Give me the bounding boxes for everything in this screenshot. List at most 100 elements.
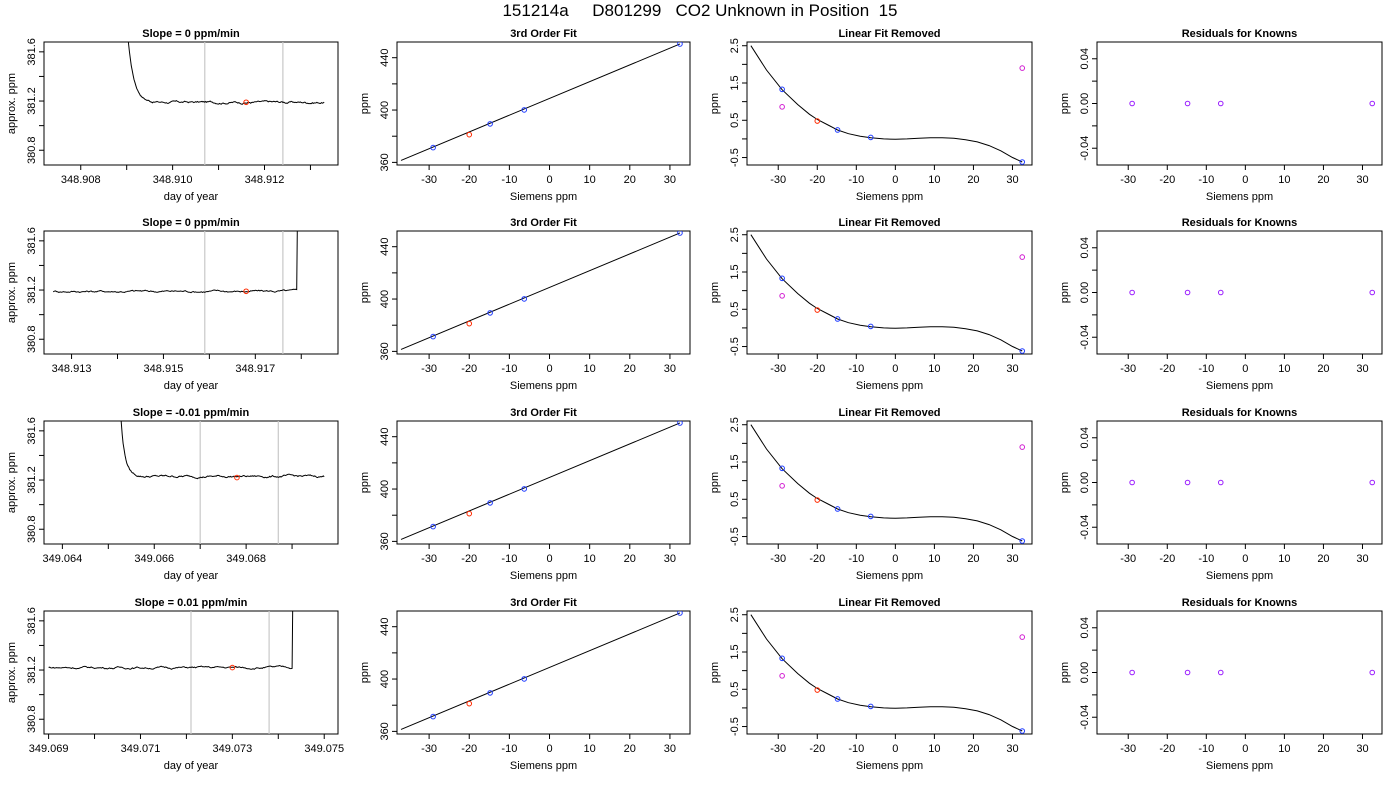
x-tick-label: 30 bbox=[1356, 174, 1368, 186]
plot-area bbox=[48, 611, 294, 734]
plot-frame bbox=[43, 41, 339, 166]
plot-area bbox=[750, 234, 1026, 354]
plot-area bbox=[127, 42, 325, 165]
plot-frame bbox=[1096, 610, 1383, 735]
sample-marker bbox=[234, 474, 240, 481]
sample-point bbox=[814, 118, 821, 124]
x-tick-label: -30 bbox=[1120, 174, 1136, 186]
unknown-point bbox=[1019, 444, 1026, 450]
known-residual-point bbox=[1369, 669, 1376, 676]
plot-frame bbox=[43, 420, 339, 545]
x-tick-label: 348.912 bbox=[245, 174, 285, 186]
known-residual-point bbox=[1129, 479, 1135, 486]
y-axis-label: ppm bbox=[359, 472, 371, 493]
x-tick-label: -30 bbox=[421, 553, 437, 565]
x-tick-label: -20 bbox=[1159, 553, 1175, 565]
y-tick-label: 2.5 bbox=[729, 607, 741, 622]
y-tick-label: 360 bbox=[379, 153, 391, 171]
y-axis-label: ppm bbox=[709, 93, 721, 114]
chart-title: Residuals for Knowns bbox=[1182, 407, 1298, 419]
x-tick-label: 30 bbox=[664, 363, 676, 375]
y-tick-label: 360 bbox=[379, 532, 391, 550]
y-tick-label: 0.04 bbox=[1079, 617, 1091, 638]
plot-area bbox=[750, 45, 1026, 165]
x-tick-label: -30 bbox=[1120, 363, 1136, 375]
plot-area bbox=[750, 424, 1026, 544]
y-tick-label: 381.6 bbox=[26, 38, 38, 66]
y-tick-label: 381.6 bbox=[26, 607, 38, 635]
x-tick-label: -20 bbox=[461, 174, 477, 186]
x-axis-label: Siemens ppm bbox=[510, 191, 577, 203]
plot-frame bbox=[396, 420, 691, 545]
known-point bbox=[677, 421, 683, 426]
y-axis-label: ppm bbox=[359, 662, 371, 683]
x-axis-label: Siemens ppm bbox=[856, 191, 923, 203]
x-tick-label: 348.913 bbox=[52, 363, 92, 375]
x-tick-label: 20 bbox=[624, 553, 636, 565]
plot-area bbox=[750, 614, 1026, 734]
x-tick-label: -10 bbox=[848, 743, 864, 755]
y-tick-label: 381.2 bbox=[26, 656, 38, 684]
y-tick-label: 1.5 bbox=[729, 454, 741, 469]
chart-title: Slope = 0 ppm/min bbox=[142, 217, 240, 229]
y-tick-label: 400 bbox=[379, 480, 391, 498]
unknown-point bbox=[1019, 65, 1026, 71]
x-tick-label: -20 bbox=[461, 553, 477, 565]
y-tick-label: 381.6 bbox=[26, 417, 38, 445]
x-tick-label: -10 bbox=[848, 363, 864, 375]
y-axis-label: ppm bbox=[709, 472, 721, 493]
x-tick-label: -30 bbox=[421, 743, 437, 755]
known-point bbox=[779, 275, 785, 282]
x-tick-label: -10 bbox=[501, 174, 517, 186]
chart-title: 3rd Order Fit bbox=[510, 407, 577, 419]
x-axis-label: Siemens ppm bbox=[856, 380, 923, 392]
x-tick-label: 10 bbox=[1278, 363, 1290, 375]
x-axis-label: Siemens ppm bbox=[856, 760, 923, 772]
y-axis-label: ppm bbox=[359, 93, 371, 114]
x-tick-label: -10 bbox=[501, 553, 517, 565]
known-point bbox=[521, 486, 528, 492]
sample-point bbox=[814, 307, 821, 313]
known-residual-point bbox=[1217, 479, 1224, 486]
known-residual-point bbox=[1129, 289, 1135, 296]
y-tick-label: 380.8 bbox=[26, 136, 38, 164]
x-tick-label: 0 bbox=[546, 174, 552, 186]
known-point bbox=[430, 144, 436, 151]
y-axis-label: ppm bbox=[1059, 662, 1071, 683]
y-tick-label: 0.04 bbox=[1079, 237, 1091, 258]
x-tick-label: -10 bbox=[848, 174, 864, 186]
unknown-point bbox=[1019, 254, 1026, 260]
x-tick-label: -10 bbox=[501, 743, 517, 755]
chart-title: Linear Fit Removed bbox=[838, 407, 940, 419]
chart-title: 3rd Order Fit bbox=[510, 217, 577, 229]
known-point bbox=[487, 310, 493, 316]
known-residual-point bbox=[1369, 100, 1376, 107]
sample-point bbox=[466, 700, 473, 707]
y-axis-label: ppm bbox=[709, 662, 721, 683]
y-tick-label: 2.5 bbox=[729, 38, 741, 53]
plot-frame bbox=[396, 41, 691, 166]
known-point bbox=[430, 713, 436, 720]
fit-line bbox=[400, 232, 681, 350]
plot-frame bbox=[746, 230, 1033, 355]
x-tick-label: 348.910 bbox=[153, 174, 193, 186]
known-point bbox=[487, 500, 493, 506]
plot-area bbox=[400, 611, 683, 730]
x-tick-label: 30 bbox=[1006, 363, 1018, 375]
known-residual-point bbox=[1184, 289, 1191, 296]
known-residual-point bbox=[1184, 669, 1191, 676]
y-tick-label: 440 bbox=[379, 428, 391, 446]
x-tick-label: 20 bbox=[1317, 553, 1329, 565]
y-tick-label: 0.5 bbox=[729, 682, 741, 697]
x-tick-label: 349.064 bbox=[42, 553, 82, 565]
known-residual-point bbox=[1217, 289, 1224, 296]
chart-title: Slope = 0 ppm/min bbox=[142, 28, 240, 40]
plot-area bbox=[400, 421, 683, 540]
known-residual-point bbox=[1369, 289, 1376, 296]
y-tick-label: 381.6 bbox=[26, 227, 38, 255]
x-axis-label: Siemens ppm bbox=[510, 380, 577, 392]
unknown-point bbox=[779, 673, 785, 679]
chart-title: Linear Fit Removed bbox=[838, 217, 940, 229]
